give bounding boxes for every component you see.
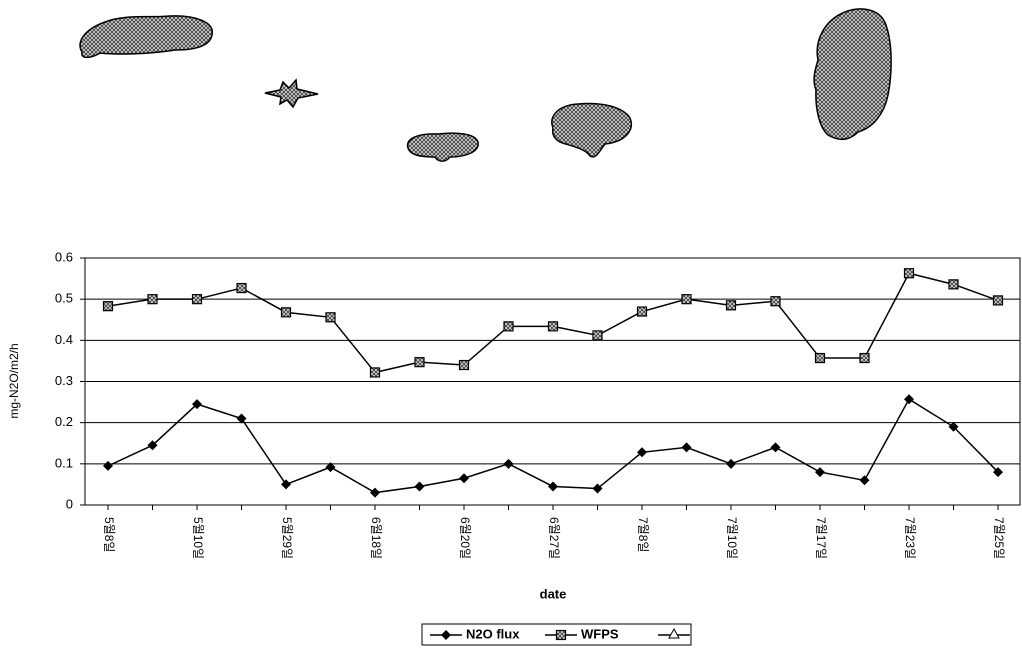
point — [860, 475, 870, 485]
y-tick-label: 0.5 — [55, 291, 73, 306]
x-tick-label: 7월23일 — [903, 517, 917, 559]
y-tick-label: 0.4 — [55, 332, 73, 347]
point — [281, 479, 291, 489]
x-tick-label: 7월17일 — [814, 517, 828, 559]
x-tick-label: 5월29일 — [280, 517, 294, 559]
legend-label: WFPS — [581, 626, 619, 641]
point — [771, 442, 781, 452]
star — [265, 80, 318, 107]
point — [415, 358, 424, 367]
point — [326, 313, 335, 322]
point — [237, 284, 246, 293]
x-tick-label: 6월27일 — [547, 517, 561, 559]
cloud — [80, 16, 212, 57]
point — [504, 322, 513, 331]
point — [593, 331, 602, 340]
y-tick-label: 0.2 — [55, 414, 73, 429]
point — [460, 361, 469, 370]
point — [904, 394, 914, 404]
x-tick-label: 5월10일 — [191, 517, 205, 559]
x-tick-label: 6월20일 — [458, 517, 472, 559]
x-tick-label: 5월8일 — [102, 517, 116, 552]
cloud — [814, 9, 891, 139]
series — [103, 394, 1003, 497]
y-tick-label: 0.6 — [55, 249, 73, 264]
point — [726, 459, 736, 469]
point — [193, 295, 202, 304]
x-tick-label: 7월25일 — [992, 517, 1006, 559]
point — [148, 295, 157, 304]
point — [504, 459, 514, 469]
point — [994, 296, 1003, 305]
point — [459, 473, 469, 483]
legend-marker — [557, 631, 566, 640]
point — [415, 481, 425, 491]
x-axis-title: date — [540, 586, 567, 601]
point — [638, 307, 647, 316]
point — [103, 461, 113, 471]
point — [771, 297, 780, 306]
cloud — [408, 133, 479, 161]
point — [949, 280, 958, 289]
point — [905, 269, 914, 278]
y-tick-label: 0.1 — [55, 455, 73, 470]
y-tick-label: 0 — [66, 496, 73, 511]
point — [282, 308, 291, 317]
point — [548, 481, 558, 491]
point — [371, 368, 380, 377]
x-tick-label: 6월18일 — [369, 517, 383, 559]
legend-label: N2O flux — [466, 626, 520, 641]
point — [549, 322, 558, 331]
point — [104, 302, 113, 311]
point — [727, 301, 736, 310]
point — [370, 488, 380, 498]
x-tick-label: 7월10일 — [725, 517, 739, 559]
point — [860, 354, 869, 363]
point — [815, 467, 825, 477]
cloud — [552, 104, 631, 157]
clouds — [80, 9, 891, 161]
point — [816, 354, 825, 363]
point — [682, 442, 692, 452]
y-tick-label: 0.3 — [55, 373, 73, 388]
series — [104, 269, 1003, 377]
x-tick-label: 7월8일 — [636, 517, 650, 552]
page: mg-N2O/m2/h date 0 0.1 0.2 0.3 0.4 0.5 0.6 5월8일… — [0, 0, 1022, 648]
point — [237, 414, 247, 424]
y-axis-title: mg-N2O/m2/h — [7, 343, 21, 418]
point — [682, 295, 691, 304]
